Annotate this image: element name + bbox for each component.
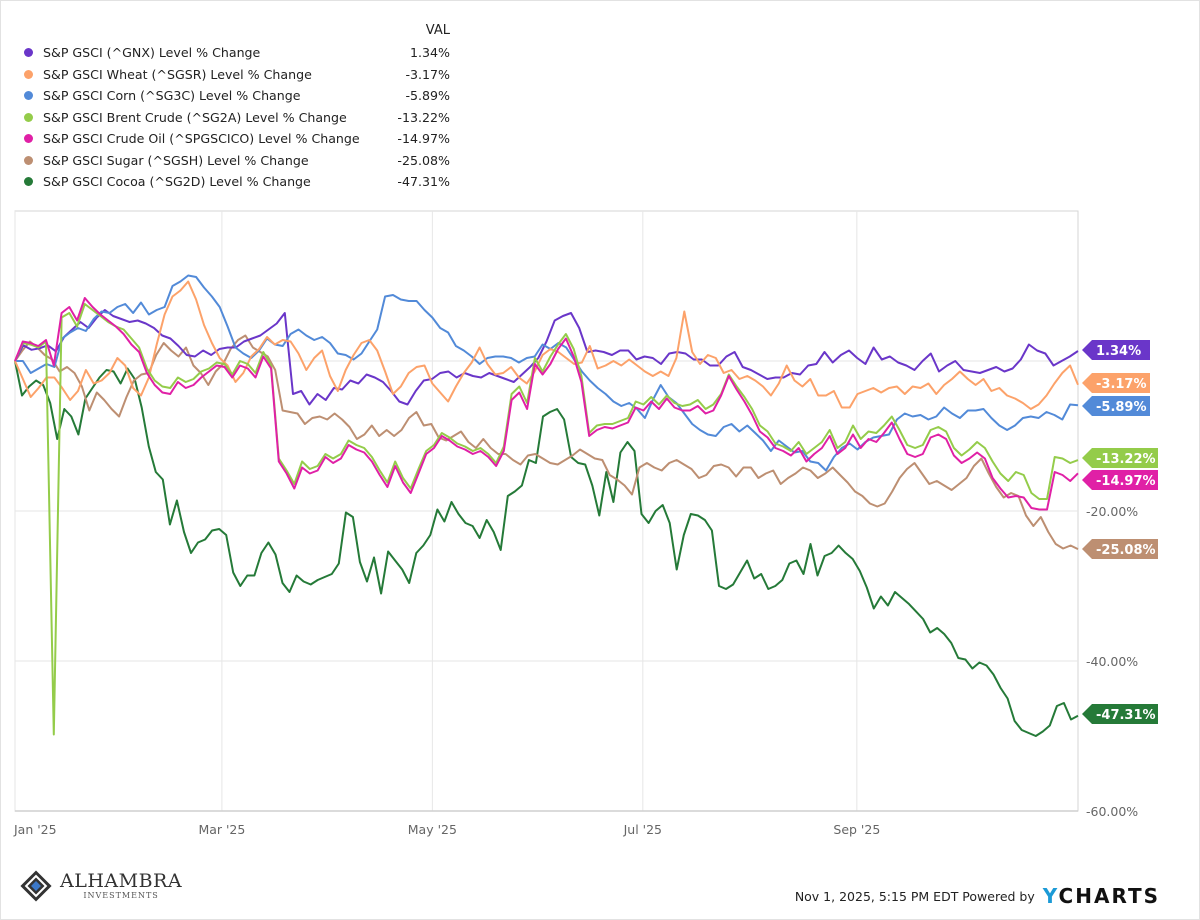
tag-label: -5.89%	[1096, 400, 1147, 415]
tag-label: -47.31%	[1096, 708, 1156, 723]
tag-shape	[1082, 396, 1150, 416]
tag-shape	[1082, 448, 1158, 468]
tag-shape	[1082, 340, 1150, 360]
logo-main-text: ALHAMBRA	[60, 870, 183, 892]
ycharts-logo[interactable]: YCHARTS	[1043, 884, 1160, 908]
legend-dot-icon	[24, 69, 33, 79]
legend-item-value: -3.17%	[405, 66, 450, 82]
tag-label: -14.97%	[1096, 474, 1156, 489]
tag-label: -13.22%	[1096, 452, 1156, 467]
series-line-4	[14, 297, 1079, 511]
y-axis: -20.00% -40.00% -60.00%	[1086, 504, 1138, 819]
x-tick-label: Sep '25	[833, 822, 880, 837]
legend: VAL S&P GSCI (^GNX) Level % Change 1.34%…	[20, 20, 450, 193]
end-value-tag: -13.22%	[1082, 448, 1158, 468]
y-tick-label: -40.00%	[1086, 654, 1138, 669]
logo-sub-text: INVESTMENTS	[83, 891, 159, 900]
tag-shape	[1082, 539, 1158, 559]
legend-item-value: -25.08%	[397, 152, 450, 168]
x-tick-label: May '25	[408, 822, 457, 837]
timestamp: Nov 1, 2025, 5:15 PM EDT Powered by	[794, 888, 1035, 904]
legend-item-name: S&P GSCI (^GNX) Level % Change	[43, 45, 261, 61]
end-value-tag: 1.34%	[1082, 340, 1150, 360]
legend-item[interactable]: S&P GSCI Brent Crude (^SG2A) Level % Cha…	[20, 107, 450, 129]
legend-item-value: 1.34%	[409, 45, 450, 61]
series-lines	[14, 274, 1079, 737]
legend-item[interactable]: S&P GSCI Sugar (^SGSH) Level % Change -2…	[20, 150, 450, 172]
series-line-3	[14, 303, 1079, 736]
ycharts-y: Y	[1042, 884, 1059, 908]
end-value-tag: -5.89%	[1082, 396, 1150, 416]
legend-item-name: S&P GSCI Wheat (^SGSR) Level % Change	[43, 66, 312, 82]
y-tick-label: -60.00%	[1086, 804, 1138, 819]
footer-attribution: Nov 1, 2025, 5:15 PM EDT Powered by YCHA…	[795, 884, 1160, 908]
tag-shape	[1082, 704, 1158, 724]
legend-item-name: S&P GSCI Crude Oil (^SPGSCICO) Level % C…	[43, 131, 360, 147]
x-axis: Jan '25 Mar '25 May '25 Jul '25 Sep '25	[13, 822, 880, 837]
tag-label: 1.34%	[1096, 344, 1141, 359]
diamond-logo-icon	[20, 870, 52, 902]
end-value-tag: -25.08%	[1082, 539, 1158, 559]
legend-dot-icon	[24, 112, 33, 122]
legend-item-name: S&P GSCI Brent Crude (^SG2A) Level % Cha…	[43, 109, 347, 125]
legend-dot-icon	[24, 48, 33, 58]
y-tick-label: -20.00%	[1086, 504, 1138, 519]
legend-dot-icon	[24, 91, 33, 101]
legend-item[interactable]: S&P GSCI Crude Oil (^SPGSCICO) Level % C…	[20, 128, 450, 150]
legend-item-name: S&P GSCI Cocoa (^SG2D) Level % Change	[43, 174, 311, 190]
ycharts-text: CHARTS	[1058, 884, 1160, 908]
legend-item-name: S&P GSCI Corn (^SG3C) Level % Change	[43, 88, 301, 104]
legend-item[interactable]: S&P GSCI Wheat (^SGSR) Level % Change -3…	[20, 64, 450, 86]
end-value-tag: -3.17%	[1082, 373, 1150, 393]
legend-item-value: -13.22%	[397, 109, 450, 125]
legend-item[interactable]: S&P GSCI (^GNX) Level % Change 1.34%	[20, 42, 450, 64]
end-value-tag: -47.31%	[1082, 704, 1158, 724]
x-tick-label: Mar '25	[198, 822, 245, 837]
tag-label: -25.08%	[1096, 543, 1156, 558]
series-line-5	[14, 334, 1079, 550]
legend-dot-icon	[24, 134, 33, 144]
legend-dot-icon	[24, 177, 33, 187]
end-value-tag: -14.97%	[1082, 470, 1158, 490]
legend-item-value: -47.31%	[397, 174, 450, 190]
legend-item-value: -14.97%	[397, 131, 450, 147]
series-line-6	[14, 360, 1079, 737]
series-line-1	[14, 280, 1079, 410]
series-line-2	[15, 274, 1079, 472]
x-tick-label: Jul '25	[623, 822, 662, 837]
alhambra-logo: ALHAMBRA INVESTMENTS	[18, 868, 182, 904]
series-line-0	[14, 309, 1079, 406]
legend-item-value: -5.89%	[405, 88, 450, 104]
legend-item[interactable]: S&P GSCI Cocoa (^SG2D) Level % Change -4…	[20, 171, 450, 193]
x-tick-label: Jan '25	[13, 822, 57, 837]
legend-dot-icon	[24, 155, 33, 165]
tag-shape	[1082, 470, 1158, 490]
tag-shape	[1082, 373, 1150, 393]
legend-item[interactable]: S&P GSCI Corn (^SG3C) Level % Change -5.…	[20, 85, 450, 107]
legend-item-name: S&P GSCI Sugar (^SGSH) Level % Change	[43, 152, 309, 168]
tag-label: -3.17%	[1096, 377, 1147, 392]
legend-header: VAL	[425, 23, 450, 38]
end-value-tags: 1.34% -3.17% -5.89% -13.22% -14.97% -25.08% -4…	[1082, 340, 1158, 724]
